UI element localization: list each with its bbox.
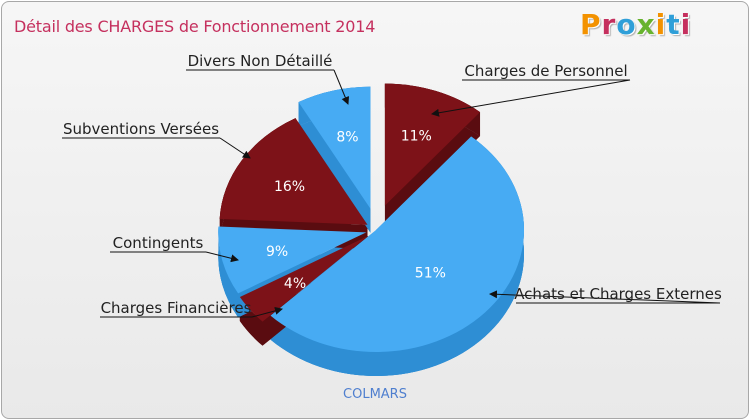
leader-line-achats-et-charges-externes [489, 290, 721, 304]
slice-wall-contingents [218, 226, 239, 318]
slice-wall-achats-et-charges-externes [270, 136, 525, 377]
category-label-charges-financieres: Charges Financières [101, 299, 252, 317]
data-label-charges-de-personnel: 11% [401, 128, 432, 144]
data-label-divers-non-detaille: 8% [336, 129, 358, 145]
slice-achats-et-charges-externes [270, 136, 525, 353]
slice-charges-financieres [239, 236, 369, 322]
category-label-divers-non-detaille: Divers Non Détaillé [188, 52, 333, 70]
slice-contingents [218, 226, 367, 294]
category-label-charges-de-personnel: Charges de Personnel [464, 62, 627, 80]
leader-line-subventions-versees [219, 137, 251, 159]
slice-divers-non-detaille [298, 86, 371, 209]
data-label-contingents: 9% [266, 244, 288, 260]
category-label-achats-et-charges-externes: Achats et Charges Externes [514, 285, 722, 303]
data-label-achats-et-charges-externes: 51% [415, 265, 446, 281]
proxiti-logo: Proxiti [580, 8, 692, 41]
leader-line-contingents [205, 251, 239, 263]
leader-line-charges-de-personnel [431, 79, 631, 117]
slice-subventions-versees [219, 118, 368, 225]
category-label-subventions-versees: Subventions Versées [63, 120, 219, 138]
leader-line-charges-financieres [251, 306, 283, 318]
commune-name: COLMARS [343, 387, 407, 402]
chart-title: Détail des CHARGES de Fonctionnement 201… [14, 17, 376, 36]
category-label-contingents: Contingents [113, 234, 204, 252]
slice-charges-de-personnel [384, 83, 481, 206]
data-label-charges-financieres: 4% [284, 276, 306, 292]
data-label-subventions-versees: 16% [274, 179, 305, 195]
leader-line-divers-non-detaille [333, 69, 350, 105]
